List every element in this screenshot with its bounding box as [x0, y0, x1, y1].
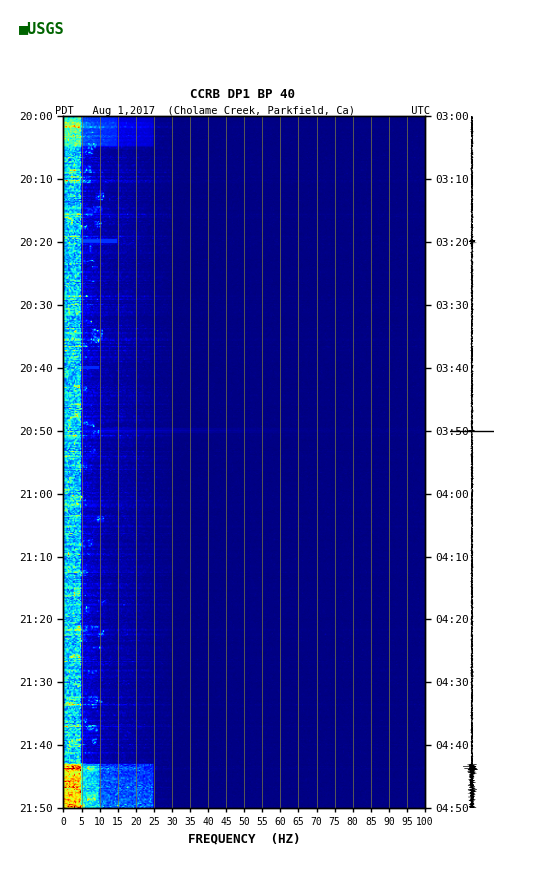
Text: CCRB DP1 BP 40: CCRB DP1 BP 40 [190, 88, 295, 101]
Text: ■USGS: ■USGS [19, 21, 65, 36]
X-axis label: FREQUENCY  (HZ): FREQUENCY (HZ) [188, 833, 300, 846]
Text: PDT   Aug 1,2017  (Cholame Creek, Parkfield, Ca)         UTC: PDT Aug 1,2017 (Cholame Creek, Parkfield… [55, 105, 431, 116]
